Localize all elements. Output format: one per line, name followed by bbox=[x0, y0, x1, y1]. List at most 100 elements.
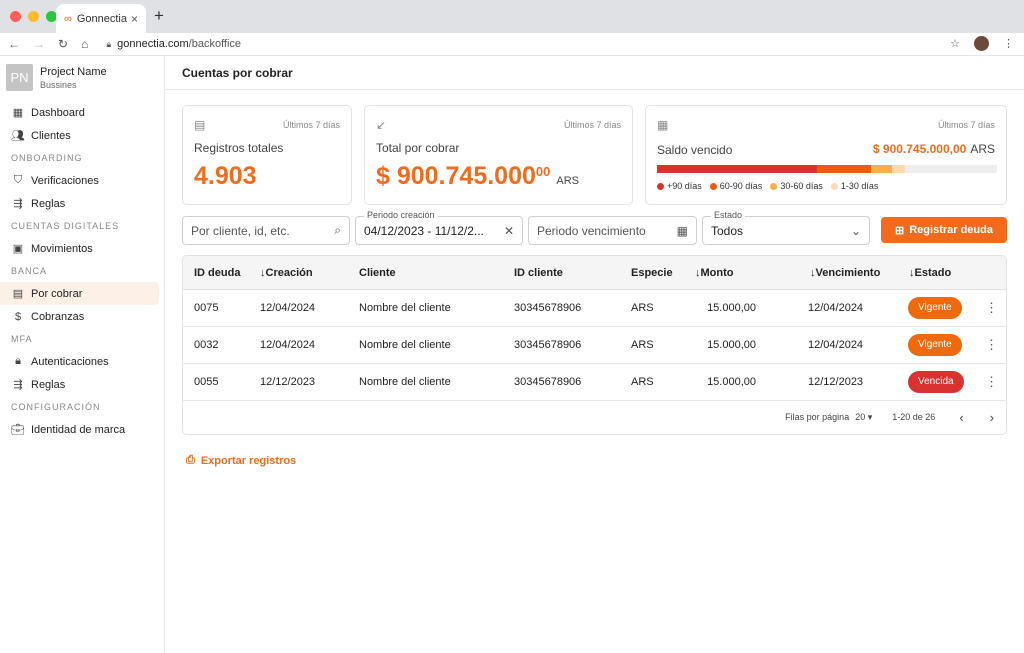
legend-dot bbox=[831, 183, 838, 190]
cell-monto: 15.000,00 bbox=[707, 339, 756, 351]
sidebar-item-label: Clientes bbox=[31, 130, 71, 142]
col-creacion-label: Creación bbox=[266, 267, 313, 279]
table-row[interactable]: 0032 12/04/2024 Nombre del cliente 30345678… bbox=[183, 327, 1006, 364]
col-id-deuda[interactable]: ID deuda bbox=[194, 267, 240, 279]
col-monto[interactable]: ↓Monto bbox=[695, 267, 733, 279]
sidebar-item-por-cobrar[interactable]: ▤ Por cobrar bbox=[0, 282, 159, 305]
minimize-window-button[interactable] bbox=[28, 11, 39, 22]
card-value-group: $ 900.745.00000 ARS bbox=[376, 162, 579, 191]
clear-icon[interactable]: ✕ bbox=[504, 224, 514, 238]
registrar-deuda-button[interactable]: ⊞ Registrar deuda bbox=[881, 217, 1007, 243]
back-icon[interactable]: ← bbox=[8, 37, 20, 51]
chevron-down-icon[interactable]: ⌄ bbox=[851, 224, 861, 238]
col-estado[interactable]: ↓Estado bbox=[909, 267, 951, 279]
prev-page-icon[interactable]: ‹ bbox=[959, 410, 963, 425]
cell-especie: ARS bbox=[631, 339, 654, 351]
exportar-registros-label: Exportar registros bbox=[201, 455, 296, 467]
col-cliente[interactable]: Cliente bbox=[359, 267, 396, 279]
cell-cliente: Nombre del cliente bbox=[359, 376, 451, 388]
cell-especie: ARS bbox=[631, 302, 654, 314]
col-vencimiento[interactable]: ↓Vencimiento bbox=[810, 267, 880, 279]
export-icon: ⎙ bbox=[186, 454, 195, 467]
arrow-down-left-icon: ↙ bbox=[376, 118, 386, 132]
status-badge: Vigente bbox=[908, 297, 962, 319]
collections-icon: $ bbox=[11, 311, 25, 323]
aging-bar bbox=[657, 165, 997, 173]
col-id-cliente[interactable]: ID cliente bbox=[514, 267, 563, 279]
rows-per-page-label: Filas por página bbox=[785, 412, 849, 422]
sidebar-item-autenticaciones[interactable]: 🔒︎ Autenticaciones bbox=[0, 350, 159, 373]
sidebar-item-identidad-de-marca[interactable]: 💼︎ Identidad de marca bbox=[0, 418, 159, 441]
table-row[interactable]: 0055 12/12/2023 Nombre del cliente 30345678… bbox=[183, 364, 1006, 401]
card-saldo-vencido: ▦ Últimos 7 días Saldo vencido $ 900.745… bbox=[645, 105, 1007, 205]
sidebar-item-label: Identidad de marca bbox=[31, 424, 125, 436]
search-field[interactable]: Por cliente, id, etc. ⌕ bbox=[182, 216, 350, 245]
periodo-creacion-value[interactable]: 04/12/2023 - 11/12/2... bbox=[364, 224, 484, 238]
transactions-icon: ▣ bbox=[11, 242, 25, 255]
card-value: 4.903 bbox=[194, 162, 257, 191]
home-icon[interactable]: ⌂ bbox=[81, 37, 88, 51]
section-banca: BANCA bbox=[0, 260, 164, 282]
browser-menu-icon[interactable]: ⋮ bbox=[1003, 37, 1014, 50]
periodo-vencimiento-field[interactable]: Periodo vencimiento ▦ bbox=[528, 216, 697, 245]
rows-per-page-select[interactable]: 20 ▾ bbox=[855, 412, 872, 423]
search-input[interactable]: Por cliente, id, etc. bbox=[191, 224, 290, 238]
col-especie[interactable]: Especie bbox=[631, 267, 673, 279]
cell-id-cliente: 30345678906 bbox=[514, 376, 581, 388]
users-icon: 👥︎ bbox=[11, 129, 25, 142]
section-configuracion: CONFIGURACIÓN bbox=[0, 396, 164, 418]
lock-icon: 🔒︎ bbox=[11, 355, 25, 368]
cell-cliente: Nombre del cliente bbox=[359, 339, 451, 351]
bookmark-star-icon[interactable]: ☆ bbox=[950, 37, 960, 50]
tab-close-icon[interactable]: × bbox=[131, 12, 138, 26]
main-content: Cuentas por cobrar ▤ Últimos 7 días Regi… bbox=[165, 56, 1024, 653]
address-bar: ← → ↻ ⌂ 🔒︎ gonnectia.com/backoffice ☆ ⋮ bbox=[0, 33, 1024, 56]
calendar-icon[interactable]: ▦ bbox=[677, 224, 688, 238]
new-tab-button[interactable]: + bbox=[154, 6, 164, 26]
cell-id-deuda: 0055 bbox=[194, 376, 218, 388]
reload-icon[interactable]: ↻ bbox=[58, 37, 68, 51]
search-icon[interactable]: ⌕ bbox=[334, 223, 341, 238]
row-menu-icon[interactable]: ⋮ bbox=[985, 374, 998, 390]
browser-tab[interactable]: ∞ Gonnectia × bbox=[56, 4, 146, 33]
project-selector[interactable]: PN Project Name Bussines bbox=[0, 56, 164, 99]
legend-item: 30-60 días bbox=[770, 181, 823, 191]
row-menu-icon[interactable]: ⋮ bbox=[985, 300, 998, 316]
estado-value[interactable]: Todos bbox=[711, 224, 743, 238]
project-avatar: PN bbox=[6, 64, 33, 91]
lock-icon[interactable]: 🔒︎ bbox=[106, 39, 111, 50]
card-registros-totales: ▤ Últimos 7 días Registros totales 4.903 bbox=[182, 105, 352, 205]
pagination-range: 1-20 de 26 bbox=[892, 412, 935, 422]
sidebar-item-movimientos[interactable]: ▣ Movimientos bbox=[0, 237, 159, 260]
sidebar-item-cobranzas[interactable]: $ Cobranzas bbox=[0, 305, 159, 328]
sidebar-item-verificaciones[interactable]: ⛉ Verificaciones bbox=[0, 169, 159, 192]
sidebar-item-reglas-onboarding[interactable]: ⇶ Reglas bbox=[0, 192, 159, 215]
profile-avatar[interactable] bbox=[974, 36, 989, 51]
periodo-vencimiento-input[interactable]: Periodo vencimiento bbox=[537, 224, 646, 238]
sidebar-item-reglas-mfa[interactable]: ⇶ Reglas bbox=[0, 373, 159, 396]
periodo-creacion-field[interactable]: Periodo creación 04/12/2023 - 11/12/2...… bbox=[355, 216, 523, 245]
card-value: $ 900.745.000 bbox=[376, 162, 536, 190]
close-window-button[interactable] bbox=[10, 11, 21, 22]
gonnectia-favicon-icon: ∞ bbox=[64, 13, 72, 25]
window-controls bbox=[10, 11, 57, 22]
next-page-icon[interactable]: › bbox=[990, 410, 994, 425]
url-field[interactable]: gonnectia.com/backoffice bbox=[117, 38, 241, 50]
table-row[interactable]: 0075 12/04/2024 Nombre del cliente 30345678… bbox=[183, 290, 1006, 327]
cell-vencimiento: 12/04/2024 bbox=[808, 339, 863, 351]
forward-icon[interactable]: → bbox=[33, 37, 45, 51]
cell-vencimiento: 12/12/2023 bbox=[808, 376, 863, 388]
sidebar-item-dashboard[interactable]: ▦ Dashboard bbox=[0, 101, 159, 124]
caret-down-icon: ▾ bbox=[868, 412, 873, 422]
row-menu-icon[interactable]: ⋮ bbox=[985, 337, 998, 353]
card-currency: ARS bbox=[970, 142, 995, 156]
col-creacion[interactable]: ↓Creación bbox=[260, 267, 313, 279]
sidebar-item-clientes[interactable]: 👥︎ Clientes bbox=[0, 124, 159, 147]
col-vencimiento-label: Vencimiento bbox=[816, 267, 881, 279]
legend-dot bbox=[770, 183, 777, 190]
aging-segment bbox=[892, 165, 906, 173]
card-currency: ARS bbox=[556, 175, 579, 187]
exportar-registros-link[interactable]: ⎙ Exportar registros bbox=[186, 454, 296, 467]
sidebar-item-label: Por cobrar bbox=[31, 288, 82, 300]
estado-select[interactable]: Estado Todos ⌄ bbox=[702, 216, 870, 245]
